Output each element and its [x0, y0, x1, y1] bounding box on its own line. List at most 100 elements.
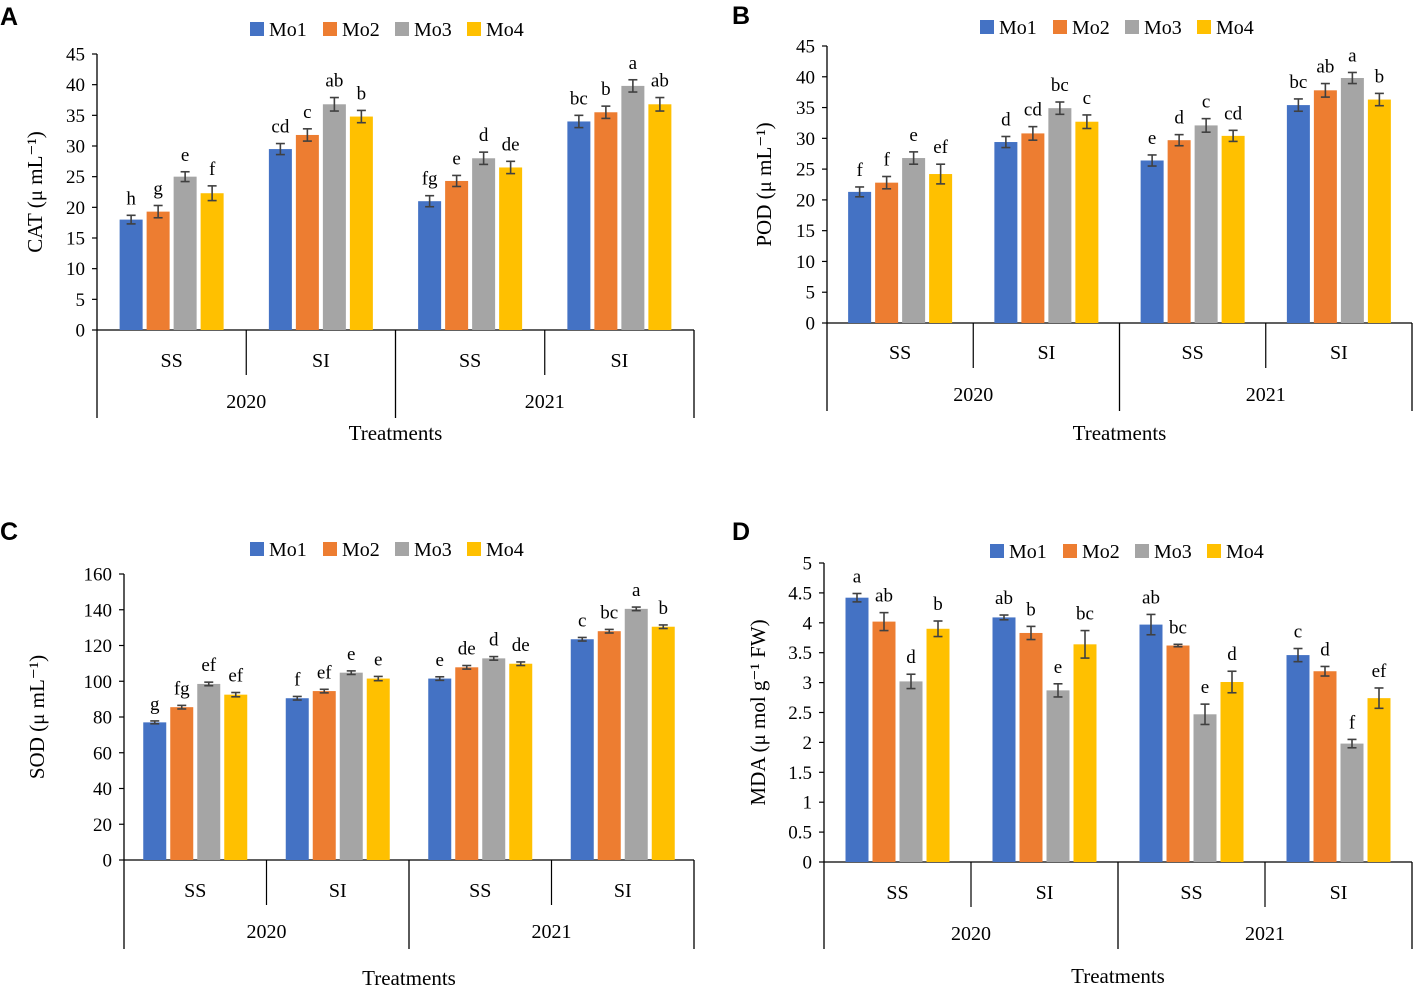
bar-mo4	[224, 694, 248, 860]
significance-letter: b	[1026, 599, 1036, 620]
x-group-label: 2020	[953, 384, 993, 406]
significance-letter: c	[1294, 622, 1302, 643]
significance-letter: a	[632, 580, 641, 601]
y-tick-label: 100	[84, 672, 113, 693]
significance-letter: h	[126, 188, 136, 209]
chart-panel-b: B Mo1 Mo2 Mo3 Mo4 0 5 10 15 20 25 30 35 40 45 POD (μ mL…	[732, 2, 1413, 445]
y-tick-label: 5	[76, 290, 86, 311]
y-tick-label: 15	[66, 229, 85, 250]
significance-letter: fg	[422, 169, 438, 190]
y-tick-label: 10	[66, 259, 85, 280]
legend-label-mo1: Mo1	[1009, 541, 1047, 563]
x-axis-title: Treatments	[349, 421, 443, 445]
bar-mo3	[1193, 714, 1217, 862]
legend-label-mo2: Mo2	[342, 539, 380, 561]
y-axis-title: CAT (μ mL⁻¹)	[23, 131, 47, 253]
y-axis-title: POD (μ mL⁻¹)	[752, 122, 776, 246]
bar-mo3	[339, 672, 363, 860]
x-category-label: SS	[469, 880, 491, 902]
legend-swatch-mo4	[1207, 544, 1221, 558]
bar-mo3	[902, 158, 926, 323]
bar-mo4	[651, 626, 675, 860]
bar-mo3	[197, 683, 221, 860]
significance-letter: ef	[933, 137, 948, 158]
significance-letter: e	[1054, 657, 1062, 678]
y-tick-label: 30	[796, 129, 815, 150]
significance-letter: ef	[201, 655, 216, 676]
significance-letter: cd	[1224, 103, 1242, 124]
significance-letter: g	[150, 694, 160, 715]
significance-letter: d	[1174, 108, 1184, 129]
bar-mo2	[1167, 140, 1191, 323]
y-tick-label: 160	[84, 565, 113, 586]
significance-letter: e	[181, 145, 189, 166]
bar-mo3	[322, 104, 346, 330]
bar-mo2	[597, 631, 621, 860]
bar-mo2	[146, 211, 170, 330]
x-group-label: 2020	[247, 921, 287, 943]
significance-letter: a	[629, 53, 638, 74]
significance-letter: ef	[228, 666, 243, 687]
y-tick-label: 20	[93, 815, 112, 836]
legend-swatch-mo3	[395, 542, 409, 556]
significance-letter: b	[357, 83, 367, 104]
bar-mo2	[455, 667, 479, 860]
legend-label-mo1: Mo1	[269, 19, 307, 41]
bar-mo2	[1313, 671, 1337, 862]
bar-mo2	[1166, 645, 1190, 862]
x-category-label: SI	[312, 350, 330, 372]
y-tick-label: 35	[66, 106, 85, 127]
bar-mo1	[1286, 105, 1310, 324]
significance-letter: de	[458, 639, 476, 660]
significance-letter: d	[1227, 644, 1237, 665]
y-tick-label: 2	[803, 733, 813, 754]
bar-mo2	[312, 691, 336, 860]
significance-letter: d	[489, 630, 499, 651]
legend-label-mo3: Mo3	[414, 19, 452, 41]
significance-letter: b	[933, 594, 943, 615]
bar-mo4	[1367, 698, 1391, 862]
x-category-label: SI	[329, 880, 347, 902]
bar-mo4	[1221, 135, 1245, 323]
y-tick-label: 40	[796, 67, 815, 88]
bar-mo3	[1046, 690, 1070, 862]
y-tick-label: 35	[796, 98, 815, 119]
x-axis-title: Treatments	[1071, 964, 1165, 988]
significance-letter: e	[452, 148, 460, 169]
legend-swatch-mo1	[980, 20, 994, 34]
legend-swatch-mo2	[323, 22, 337, 36]
panel-letter: C	[0, 518, 18, 546]
significance-letter: d	[1001, 109, 1011, 130]
y-tick-label: 4	[803, 613, 813, 634]
legend-swatch-mo2	[323, 542, 337, 556]
y-tick-label: 45	[796, 37, 815, 58]
bar-mo1	[428, 678, 452, 860]
bar-mo4	[200, 193, 224, 330]
significance-letter: ef	[317, 662, 332, 683]
legend-label-mo3: Mo3	[414, 539, 452, 561]
bar-mo3	[1048, 108, 1072, 323]
bar-mo1	[418, 201, 442, 330]
y-tick-label: 20	[796, 190, 815, 211]
x-category-label: SI	[614, 880, 632, 902]
significance-letter: bc	[1076, 604, 1094, 625]
bar-mo3	[621, 85, 645, 330]
significance-letter: f	[209, 159, 216, 180]
bar-mo3	[173, 176, 197, 330]
y-tick-label: 0	[803, 853, 813, 874]
legend: Mo1 Mo2 Mo3 Mo4	[990, 541, 1264, 563]
y-tick-label: 40	[66, 75, 85, 96]
significance-letter: bc	[570, 88, 588, 109]
bar-mo4	[1367, 99, 1391, 323]
significance-letter: bc	[1169, 617, 1187, 638]
legend-swatch-mo4	[1197, 20, 1211, 34]
legend-label-mo2: Mo2	[1082, 541, 1120, 563]
legend-label-mo2: Mo2	[1072, 17, 1110, 39]
significance-letter: e	[1201, 677, 1209, 698]
significance-letter: bc	[1289, 72, 1307, 93]
significance-letter: e	[347, 644, 355, 665]
legend-swatch-mo1	[990, 544, 1004, 558]
panel-letter: D	[732, 518, 750, 546]
bar-mo4	[509, 663, 533, 860]
significance-letter: f	[1349, 712, 1356, 733]
